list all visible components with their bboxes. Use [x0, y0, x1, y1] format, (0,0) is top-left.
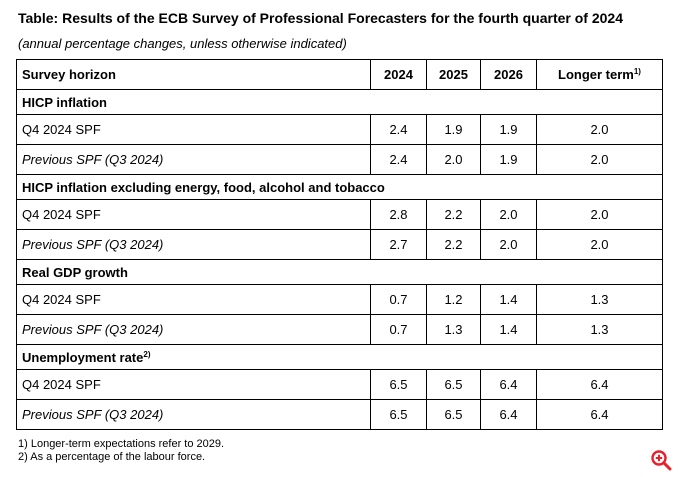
table-header-row: Survey horizon 2024 2025 2026 Longer ter… [16, 59, 663, 90]
value-2026: 1.9 [480, 144, 537, 175]
table-subtitle: (annual percentage changes, unless other… [18, 36, 347, 51]
table-row: Q4 2024 SPF 2.8 2.2 2.0 2.0 [16, 199, 663, 230]
value-2025: 2.2 [426, 199, 481, 230]
section-row-real-gdp-growth: Real GDP growth [16, 259, 663, 285]
footnotes: 1) Longer-term expectations refer to 202… [18, 438, 224, 464]
value-2024: 6.5 [370, 369, 427, 400]
value-longer-term: 2.0 [536, 229, 663, 260]
value-longer-term: 2.0 [536, 144, 663, 175]
value-2025: 6.5 [426, 369, 481, 400]
section-label: HICP inflation excluding energy, food, a… [16, 174, 663, 200]
value-2024: 2.7 [370, 229, 427, 260]
row-label: Previous SPF (Q3 2024) [16, 314, 371, 345]
value-longer-term: 6.4 [536, 369, 663, 400]
value-longer-term: 2.0 [536, 114, 663, 145]
header-2024: 2024 [370, 59, 427, 90]
row-label: Previous SPF (Q3 2024) [16, 144, 371, 175]
row-label: Previous SPF (Q3 2024) [16, 229, 371, 260]
header-2026: 2026 [480, 59, 537, 90]
section-label: HICP inflation [16, 89, 663, 115]
row-label: Q4 2024 SPF [16, 114, 371, 145]
table-row: Previous SPF (Q3 2024) 2.7 2.2 2.0 2.0 [16, 229, 663, 260]
value-longer-term: 6.4 [536, 399, 663, 430]
footnote-ref: 2) [143, 349, 151, 359]
value-longer-term: 1.3 [536, 314, 663, 345]
value-2024: 0.7 [370, 314, 427, 345]
value-2025: 6.5 [426, 399, 481, 430]
value-2024: 2.4 [370, 114, 427, 145]
table-row: Previous SPF (Q3 2024) 0.7 1.3 1.4 1.3 [16, 314, 663, 345]
footnote-2: 2) As a percentage of the labour force. [18, 451, 206, 463]
table-row: Q4 2024 SPF 2.4 1.9 1.9 2.0 [16, 114, 663, 145]
value-2025: 1.3 [426, 314, 481, 345]
section-label: Unemployment rate2) [16, 344, 663, 370]
table-row: Previous SPF (Q3 2024) 2.4 2.0 1.9 2.0 [16, 144, 663, 175]
header-longer-term-label: Longer term [558, 67, 634, 82]
value-2024: 6.5 [370, 399, 427, 430]
value-2025: 2.0 [426, 144, 481, 175]
section-label: Real GDP growth [16, 259, 663, 285]
value-2026: 2.0 [480, 229, 537, 260]
table-row: Q4 2024 SPF 0.7 1.2 1.4 1.3 [16, 284, 663, 315]
value-2025: 1.2 [426, 284, 481, 315]
zoom-in-icon[interactable] [650, 449, 672, 471]
row-label: Previous SPF (Q3 2024) [16, 399, 371, 430]
header-longer-term-footnote-ref: 1) [633, 67, 641, 76]
value-2024: 0.7 [370, 284, 427, 315]
value-2026: 1.4 [480, 284, 537, 315]
value-2026: 6.4 [480, 399, 537, 430]
value-longer-term: 2.0 [536, 199, 663, 230]
section-row-unemployment-rate: Unemployment rate2) [16, 344, 663, 370]
value-2026: 2.0 [480, 199, 537, 230]
header-longer-term: Longer term1) [536, 59, 663, 90]
value-2026: 1.4 [480, 314, 537, 345]
row-label: Q4 2024 SPF [16, 199, 371, 230]
forecast-table: Survey horizon 2024 2025 2026 Longer ter… [16, 59, 663, 430]
value-longer-term: 1.3 [536, 284, 663, 315]
value-2024: 2.8 [370, 199, 427, 230]
footnote-1: 1) Longer-term expectations refer to 202… [18, 438, 225, 450]
row-label: Q4 2024 SPF [16, 369, 371, 400]
table-title: Table: Results of the ECB Survey of Prof… [18, 10, 623, 26]
section-row-hicp-excluding: HICP inflation excluding energy, food, a… [16, 174, 663, 200]
table-row: Previous SPF (Q3 2024) 6.5 6.5 6.4 6.4 [16, 399, 663, 430]
value-2026: 6.4 [480, 369, 537, 400]
table-row: Q4 2024 SPF 6.5 6.5 6.4 6.4 [16, 369, 663, 400]
header-survey-horizon: Survey horizon [16, 59, 371, 90]
section-row-hicp-inflation: HICP inflation [16, 89, 663, 115]
value-2026: 1.9 [480, 114, 537, 145]
value-2025: 1.9 [426, 114, 481, 145]
value-2024: 2.4 [370, 144, 427, 175]
row-label: Q4 2024 SPF [16, 284, 371, 315]
value-2025: 2.2 [426, 229, 481, 260]
header-2025: 2025 [426, 59, 481, 90]
